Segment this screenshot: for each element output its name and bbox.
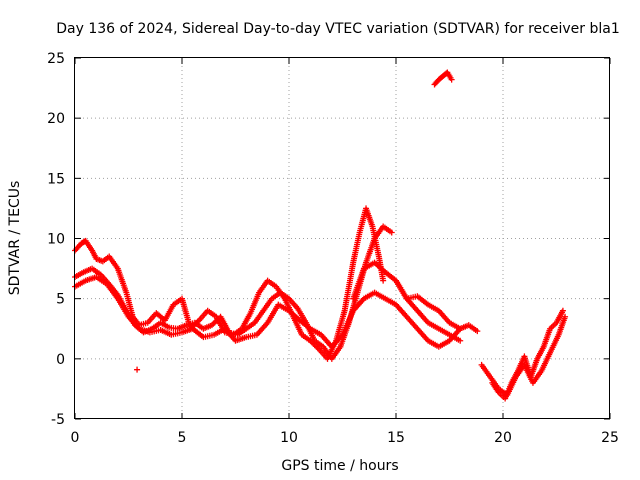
x-tick-label: 20 [494, 430, 512, 446]
chart-title: Day 136 of 2024, Sidereal Day-to-day VTE… [56, 21, 619, 37]
y-tick-label: 25 [47, 51, 65, 67]
grid-layer [75, 58, 610, 419]
y-tick-label: 15 [47, 171, 65, 187]
y-tick-label: 5 [56, 292, 65, 308]
y-axis-label: SDTVAR / TECUs [7, 181, 23, 296]
data-point [562, 313, 569, 320]
y-tick-label: 0 [56, 352, 65, 368]
x-tick-label: 10 [280, 430, 298, 446]
y-tick-label: -5 [51, 412, 65, 428]
data-point [388, 229, 395, 236]
x-axis-label: GPS time / hours [281, 458, 398, 474]
data-point [457, 337, 464, 344]
data-point [448, 76, 455, 83]
data-point [559, 307, 566, 314]
y-tick-label: 20 [47, 111, 65, 127]
data-point [134, 366, 141, 373]
data-point [380, 277, 387, 284]
x-tick-label: 25 [601, 430, 619, 446]
x-tick-label: 15 [387, 430, 405, 446]
y-tick-label: 10 [47, 232, 65, 248]
data-point [474, 328, 481, 335]
tick-layer: 0 5 10 15 20 25 -5 0 5 10 15 20 25 [47, 51, 619, 446]
x-tick-label: 5 [178, 430, 187, 446]
x-tick-label: 0 [71, 430, 80, 446]
points-layer [72, 69, 569, 402]
